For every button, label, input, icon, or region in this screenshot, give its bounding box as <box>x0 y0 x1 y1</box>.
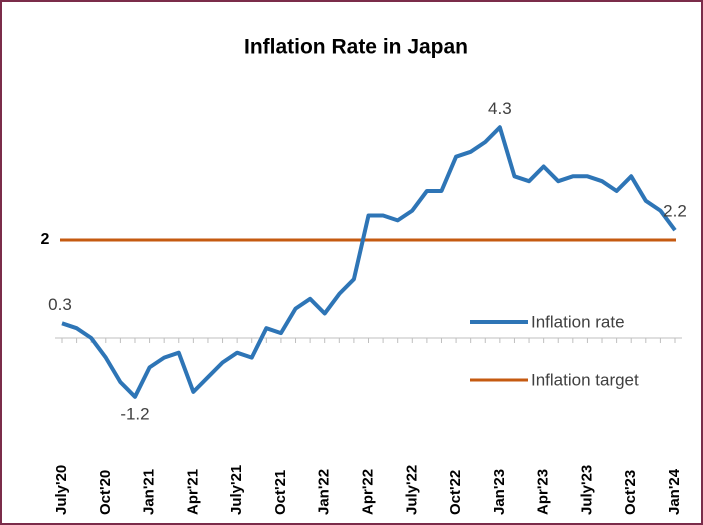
x-tick-label: July'23 <box>578 465 595 515</box>
x-tick-label: Oct'20 <box>97 470 114 515</box>
x-tick-label: Jan'24 <box>666 468 683 515</box>
x-tick-label: Apr'22 <box>359 469 376 515</box>
data-line <box>61 125 677 399</box>
chart-title: Inflation Rate in Japan <box>244 36 468 59</box>
x-tick-label: Apr'21 <box>184 469 201 515</box>
x-tick-label: July'20 <box>53 465 70 515</box>
x-tick-label: Jan'21 <box>141 469 158 515</box>
x-tick-label: Oct'21 <box>272 470 289 515</box>
x-tick-label: Oct'22 <box>447 470 464 515</box>
x-tick-label: Oct'23 <box>622 470 639 515</box>
x-tick-label: July'21 <box>228 465 245 515</box>
data-label: 2.2 <box>663 202 687 221</box>
x-tick-label: Jan'22 <box>316 469 333 515</box>
data-label: 4.3 <box>488 99 512 118</box>
target-label: 2 <box>41 231 50 248</box>
x-tick-label: Jan'23 <box>491 469 508 515</box>
legend-label: Inflation rate <box>531 312 625 331</box>
legend-label: Inflation target <box>531 370 639 389</box>
x-tick-label: Apr'23 <box>535 469 552 515</box>
x-tick-label: July'22 <box>403 465 420 515</box>
data-label: 0.3 <box>48 295 72 314</box>
data-label: -1.2 <box>120 404 149 423</box>
